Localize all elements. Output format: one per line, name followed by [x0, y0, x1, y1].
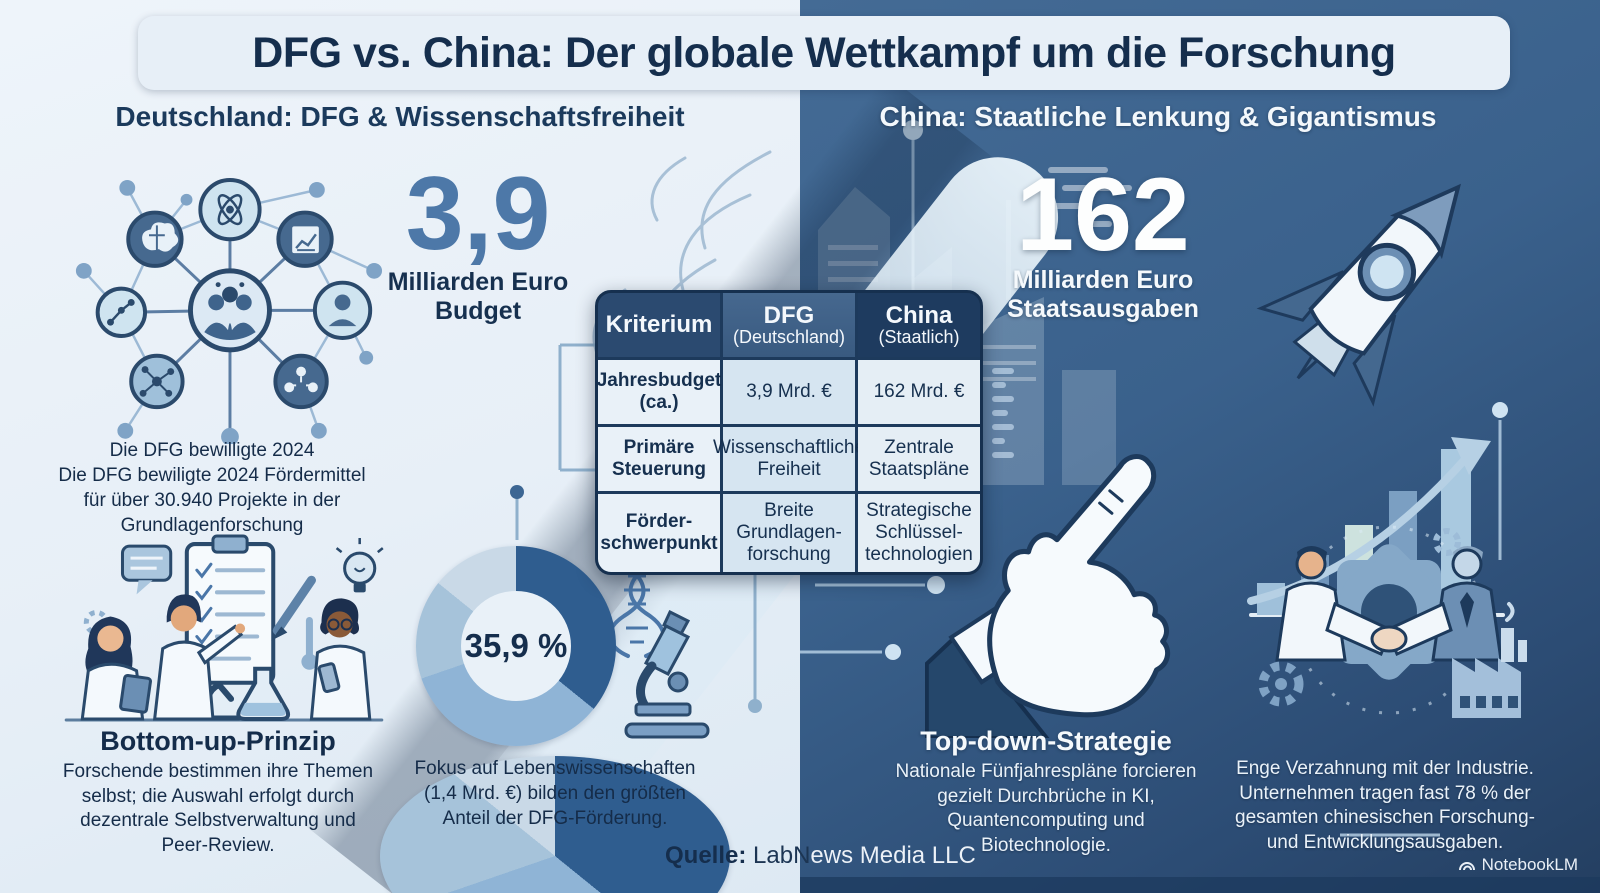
- life-sciences-caption: Fokus auf Lebenswissenschaften (1,4 Mrd.…: [380, 756, 730, 893]
- table-header-kriterium: Kriterium: [598, 293, 720, 357]
- donut-chart: 35,9 %: [416, 546, 616, 746]
- table-row-label: Primäre Steuerung: [598, 427, 720, 491]
- china-subtitle: China: Staatliche Lenkung & Gigantismus: [879, 101, 1437, 132]
- table-cell-dfg-steuerung: Wissenschaftliche Freiheit: [713, 427, 865, 491]
- table-cell-china-schwerpunkt: Strategische Schlüssel- technologien: [858, 494, 980, 572]
- donut-hole: 35,9 %: [461, 591, 571, 701]
- notebooklm-label: NotebookLM: [1481, 855, 1578, 874]
- table-cell-china-steuerung: Zentrale Staatspläne: [858, 427, 980, 491]
- germany-subtitle: Deutschland: DFG & Wissenschaftsfreiheit: [115, 101, 685, 132]
- dfg-budget-value: 3,9: [405, 156, 551, 272]
- table-row-label: Förder- schwerpunkt: [598, 494, 720, 572]
- bottom-up-heading: Bottom-up-Prinzip: [100, 726, 336, 756]
- table-cell-dfg-schwerpunkt: Breite Grundlagen- forschung: [723, 494, 855, 572]
- dfg-projects-caption: Die DFG bewilligte 2024 Die DFG bewiligt…: [58, 440, 366, 537]
- bottom-strip: [800, 877, 1600, 893]
- source-label: Quelle:: [665, 842, 747, 869]
- donut-center-label: 35,9 %: [464, 627, 568, 664]
- industry-text: Enge Verzahnung mit der Industrie. Unter…: [1235, 758, 1535, 854]
- top-down-heading: Top-down-Strategie: [920, 726, 1172, 756]
- china-spending-label: Milliarden Euro Staatsausgaben: [1007, 266, 1199, 323]
- dfg-budget-label: Milliarden Euro Budget: [387, 268, 569, 325]
- top-down-text: Nationale Fünfjahrespläne forcieren gezi…: [895, 761, 1197, 857]
- bottom-up-text: Forschende bestimmen ihre Themen selbst;…: [62, 761, 374, 857]
- notebooklm-badge: NotebookLM: [1458, 855, 1578, 875]
- page-title: DFG vs. China: Der globale Wettkampf um …: [252, 28, 1396, 77]
- table-header-china: China (Staatlich): [858, 293, 980, 357]
- table-header-dfg: DFG (Deutschland): [723, 293, 855, 357]
- table-cell-dfg-budget: 3,9 Mrd. €: [723, 360, 855, 424]
- source-name: LabNews Media LLC: [753, 842, 976, 869]
- china-spending-value: 162: [1016, 157, 1190, 273]
- comparison-table: Kriterium DFG (Deutschland) China (Staat…: [595, 290, 983, 575]
- title-banner: DFG vs. China: Der globale Wettkampf um …: [138, 16, 1510, 90]
- table-cell-china-budget: 162 Mrd. €: [858, 360, 980, 424]
- table-row-label: Jahresbudget (ca.): [598, 360, 721, 424]
- source-line: Quelle: LabNews Media LLC: [665, 842, 976, 870]
- notebooklm-logo-icon: [1458, 862, 1475, 871]
